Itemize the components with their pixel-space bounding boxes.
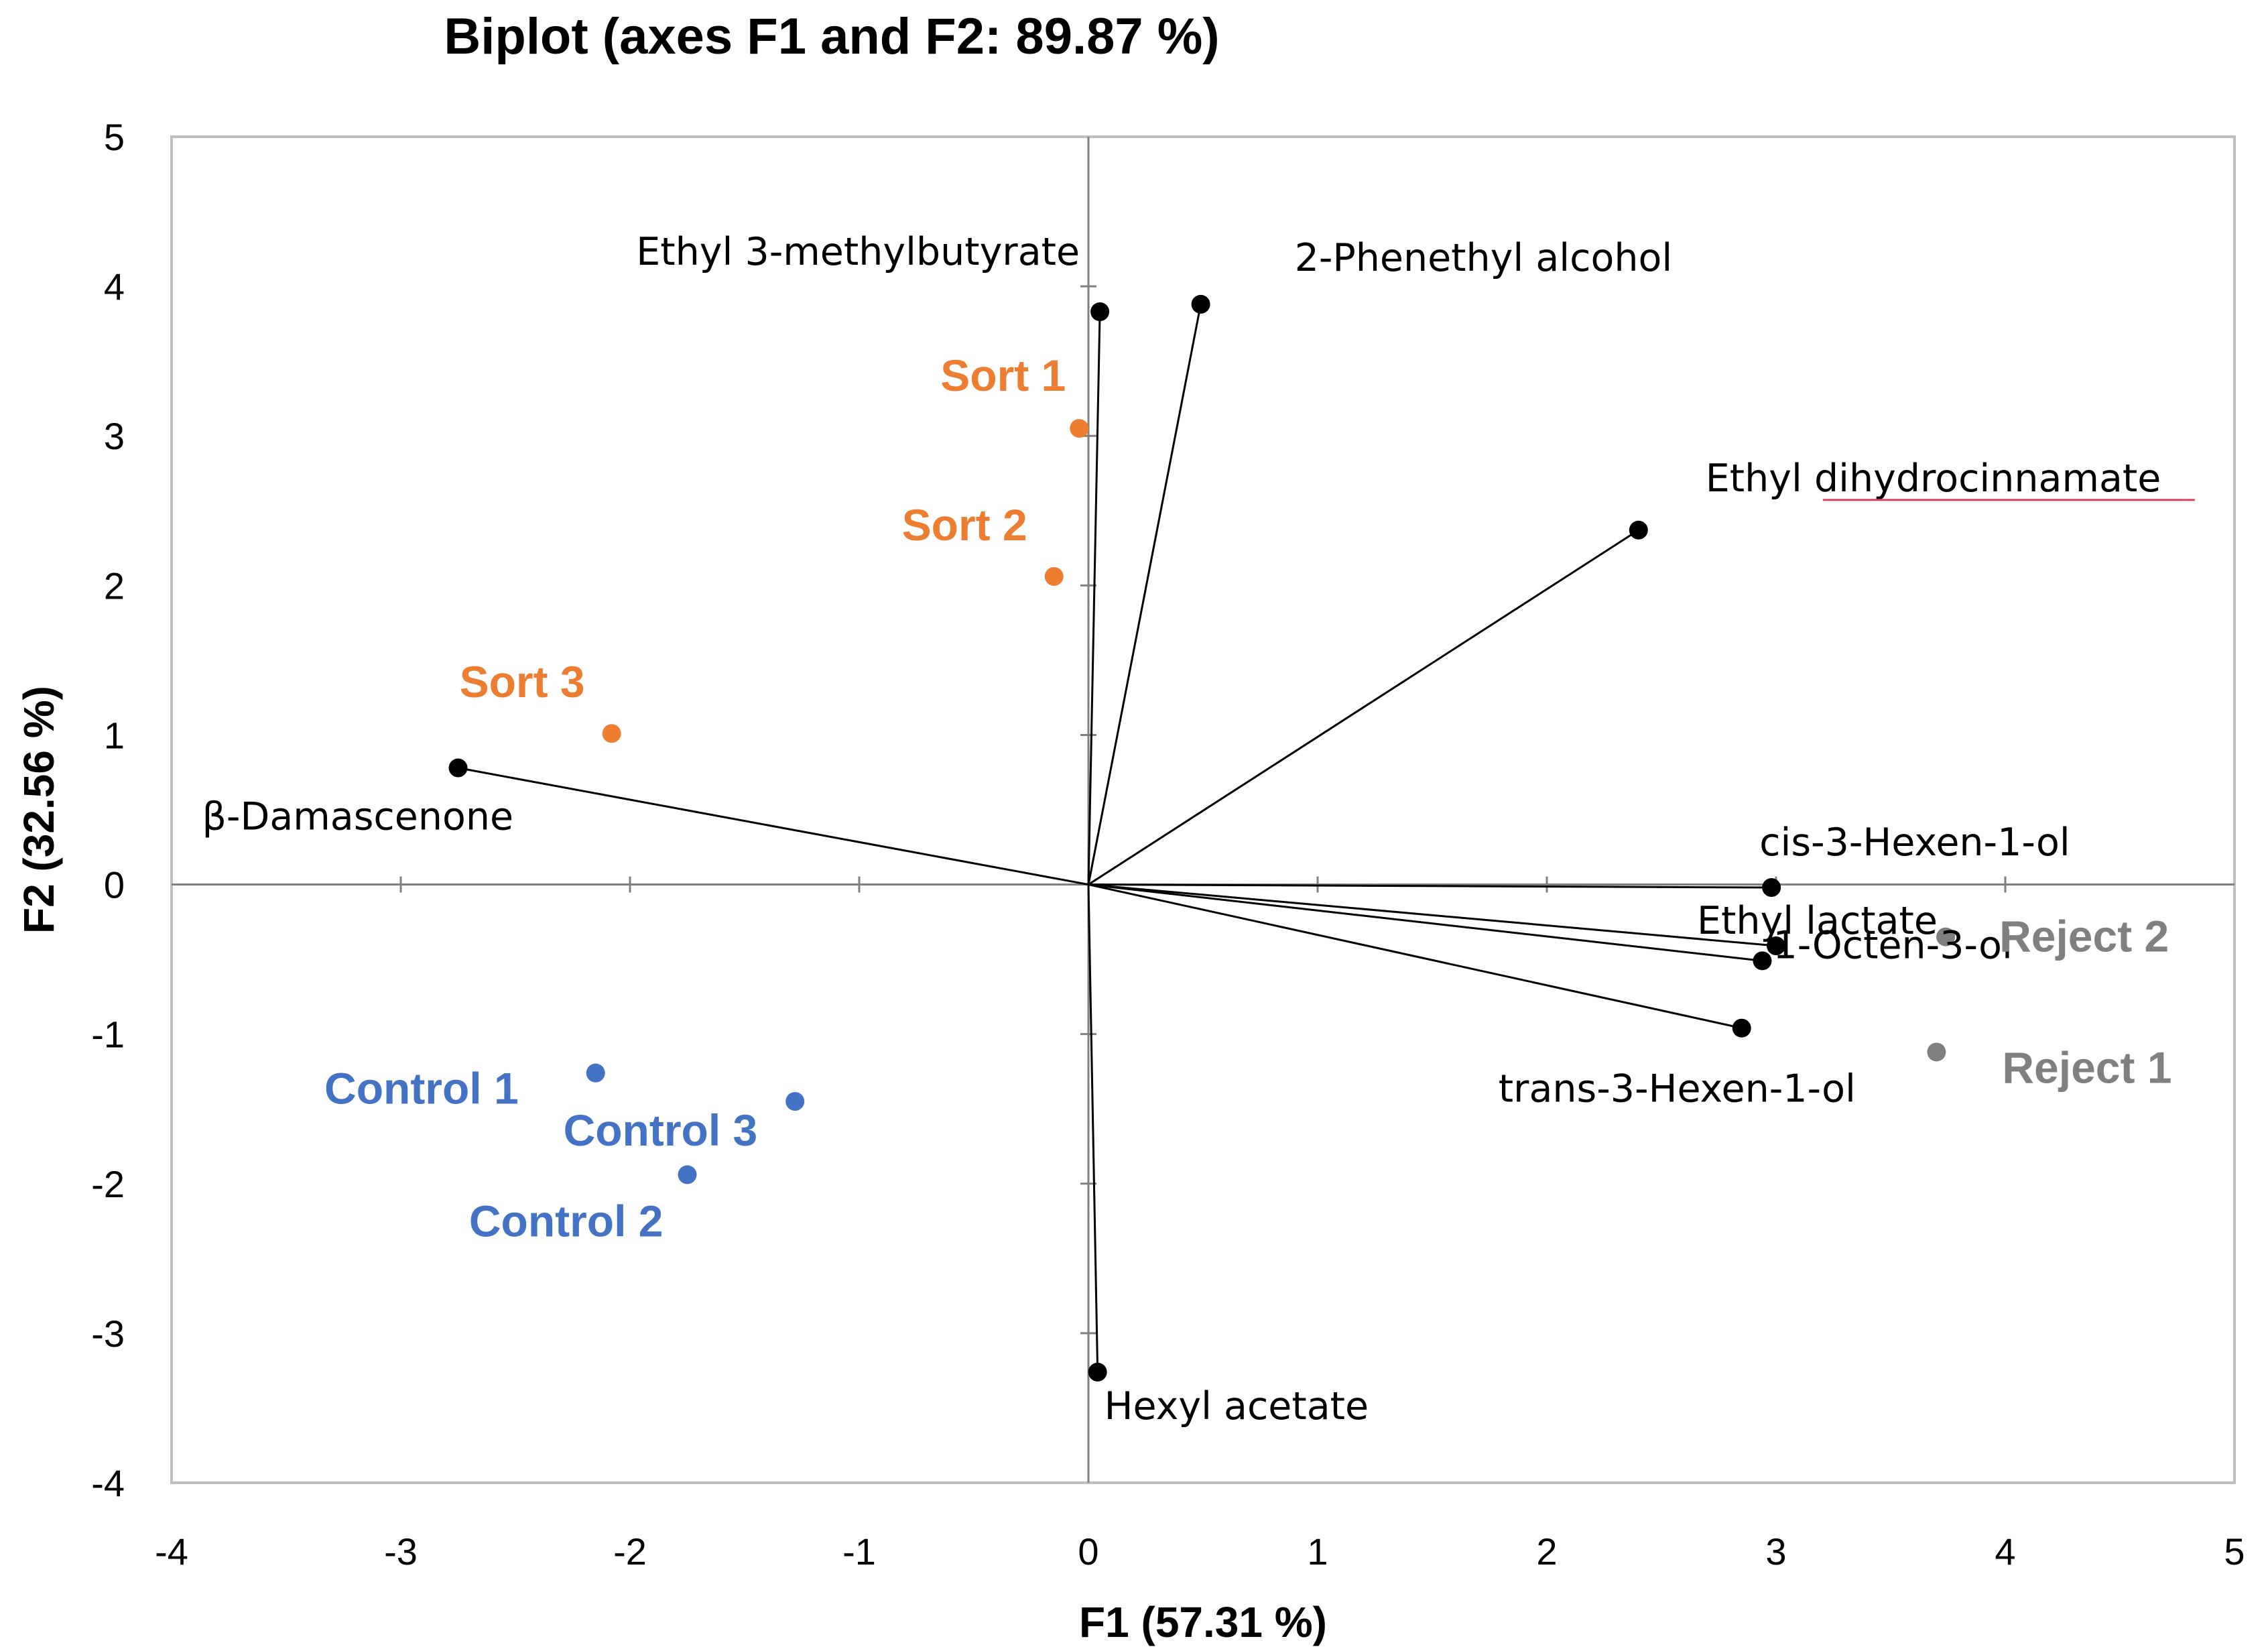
y-tick-label: -4 bbox=[91, 1462, 125, 1504]
observation-label-reject-1: Reject 1 bbox=[2002, 1042, 2171, 1092]
vector-hexyl-acetate bbox=[1087, 884, 1099, 1372]
variable-label-hexyl-acetate: Hexyl acetate bbox=[1105, 1384, 1369, 1428]
x-tick-label: 5 bbox=[2224, 1530, 2245, 1573]
x-tick-label: 0 bbox=[1078, 1530, 1098, 1573]
y-tick-label: 3 bbox=[104, 415, 125, 457]
variable-label-ethyl-lactate: Ethyl lactate bbox=[1697, 899, 1938, 943]
observation-label-sort-1: Sort 1 bbox=[940, 351, 1066, 400]
observation-label-sort-2: Sort 2 bbox=[902, 500, 1027, 550]
y-tick-label: 5 bbox=[104, 116, 125, 158]
observation-point-reject-1 bbox=[1927, 1042, 1946, 1062]
observation-point-sort-2 bbox=[1044, 566, 1064, 586]
variable-vectors bbox=[458, 304, 1777, 1372]
observation-point-control-3 bbox=[785, 1092, 805, 1111]
variable-point-ethyl-3-methylbutyrate bbox=[1090, 302, 1110, 322]
vector-beta-damascenone bbox=[458, 767, 1089, 886]
observation-label-control-2: Control 2 bbox=[469, 1196, 664, 1245]
variable-point-hexyl-acetate bbox=[1088, 1362, 1107, 1382]
x-axis-title: F1 (57.31 %) bbox=[1079, 1598, 1327, 1646]
variable-point-trans-3-hexen-1-ol bbox=[1732, 1018, 1751, 1038]
y-tick-label: -3 bbox=[91, 1312, 125, 1355]
vector-cis-3-hexen-1-ol bbox=[1088, 883, 1772, 889]
x-tick-label: -1 bbox=[842, 1530, 876, 1573]
observation-label-control-3: Control 3 bbox=[564, 1105, 758, 1155]
observation-point-reject-2 bbox=[1936, 927, 1956, 946]
y-tick-label: 1 bbox=[104, 714, 125, 756]
y-tick-label: -1 bbox=[91, 1014, 125, 1056]
plot-area-frame bbox=[170, 135, 2236, 1484]
points-layer bbox=[448, 294, 1956, 1382]
vector-ethyl-3-methylbutyrate bbox=[1087, 312, 1101, 885]
variable-label-beta-damascenone: β-Damascenone bbox=[202, 795, 514, 839]
y-axis-title: F2 (32.56 %) bbox=[15, 686, 63, 934]
y-tick-label: 4 bbox=[104, 265, 125, 308]
x-tick-label: -4 bbox=[155, 1530, 188, 1573]
variable-label-1-octen-3-ol: 1-Octen-3-ol bbox=[1773, 923, 2012, 967]
y-tick-label: 2 bbox=[104, 564, 125, 607]
variable-label-2-phenethyl-alcohol: 2-Phenethyl alcohol bbox=[1295, 236, 1673, 280]
variable-point-1-octen-3-ol bbox=[1753, 951, 1772, 971]
variable-point-cis-3-hexen-1-ol bbox=[1762, 878, 1781, 898]
vector-1-octen-3-ol bbox=[1088, 883, 1763, 962]
observation-label-sort-3: Sort 3 bbox=[460, 657, 585, 707]
x-tick-label: 4 bbox=[1995, 1530, 2015, 1573]
variable-point-beta-damascenone bbox=[448, 758, 468, 778]
x-tick-label: -3 bbox=[384, 1530, 418, 1573]
vector-ethyl-dihydrocinnamate bbox=[1088, 529, 1639, 885]
y-tick-label: -2 bbox=[91, 1163, 125, 1205]
variable-point-ethyl-dihydrocinnamate bbox=[1629, 520, 1648, 540]
y-tick-label: 0 bbox=[104, 864, 125, 906]
variable-label-trans-3-hexen-1-ol: trans-3-Hexen-1-ol bbox=[1499, 1067, 1856, 1111]
labels-layer: Ethyl 3-methylbutyrate 2-Phenethyl alcoho… bbox=[202, 230, 2195, 1428]
observation-point-control-2 bbox=[678, 1165, 697, 1184]
x-tick-label: -2 bbox=[613, 1530, 647, 1573]
observation-point-sort-1 bbox=[1070, 419, 1089, 438]
vector-trans-3-hexen-1-ol bbox=[1088, 883, 1743, 1030]
variable-point-ethyl-lactate bbox=[1767, 936, 1785, 956]
x-tick-label: 1 bbox=[1307, 1530, 1328, 1573]
vector-2-phenethyl-alcohol bbox=[1087, 304, 1202, 885]
observation-label-control-1: Control 1 bbox=[324, 1064, 519, 1113]
variable-label-ethyl-3-methylbutyrate: Ethyl 3-methylbutyrate bbox=[636, 230, 1080, 274]
chart-title: Biplot (axes F1 and F2: 89.87 %) bbox=[444, 8, 1219, 65]
variable-point-2-phenethyl-alcohol bbox=[1191, 294, 1210, 314]
vector-ethyl-lactate bbox=[1088, 883, 1777, 947]
observation-point-control-1 bbox=[586, 1063, 605, 1083]
variable-label-cis-3-hexen-1-ol: cis-3-Hexen-1-ol bbox=[1759, 820, 2070, 865]
variable-label-ethyl-dihydrocinnamate: Ethyl dihydrocinnamate bbox=[1706, 456, 2161, 501]
x-tick-label: 3 bbox=[1765, 1530, 1786, 1573]
observation-label-reject-2: Reject 2 bbox=[1999, 912, 2169, 961]
observation-point-sort-3 bbox=[602, 724, 621, 743]
x-tick-label: 2 bbox=[1536, 1530, 1557, 1573]
